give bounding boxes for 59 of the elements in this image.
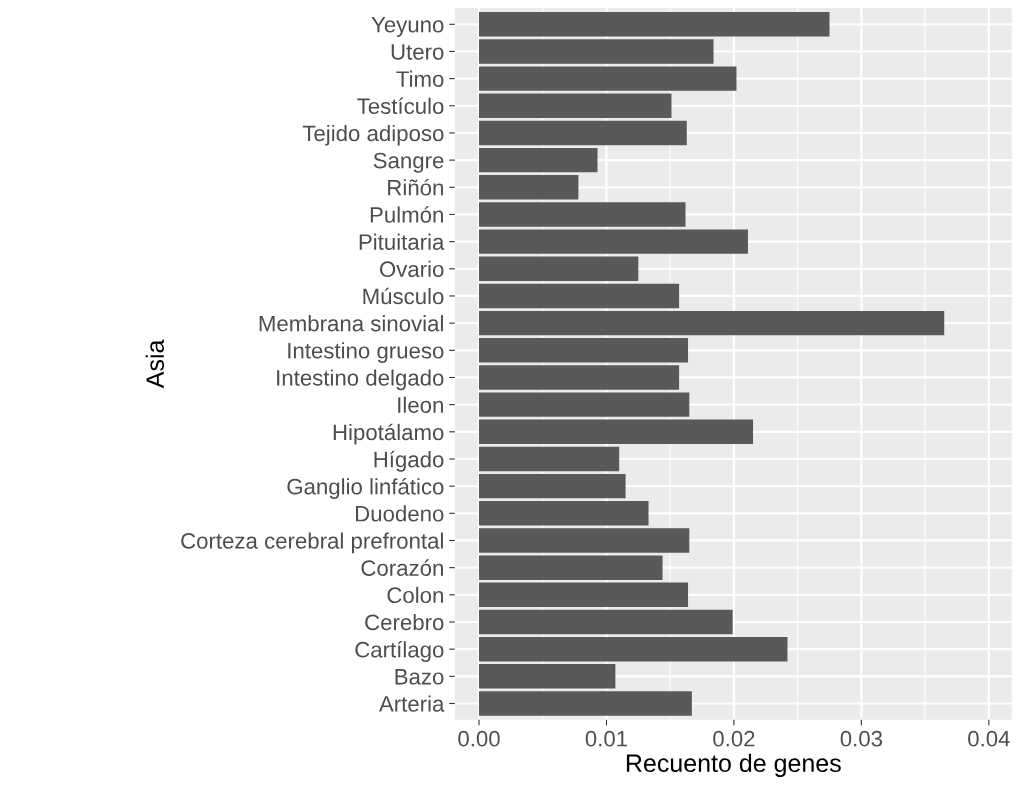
bar	[479, 283, 680, 309]
y-tick-label: Timo	[396, 70, 444, 87]
y-axis-title: Asia	[145, 339, 165, 389]
y-tick-label: Pulmón	[370, 206, 443, 223]
bar	[479, 12, 830, 37]
x-axis-title: Recuento de genes	[626, 753, 841, 778]
bar	[479, 419, 754, 445]
bar	[479, 338, 689, 363]
bar	[479, 365, 680, 390]
x-tick-label: 0.04	[968, 730, 1010, 747]
bar	[479, 636, 788, 662]
x-tick-label: 0.00	[458, 730, 500, 747]
y-tick-label: Sangre	[373, 152, 444, 173]
bar	[479, 392, 690, 417]
bar	[479, 93, 672, 119]
y-tick-label: Cerebro	[365, 613, 444, 631]
y-tick-label: Hipotálamo	[333, 423, 444, 445]
bar	[479, 202, 686, 227]
bar	[479, 310, 945, 336]
bar	[479, 446, 620, 472]
y-tick-label: Utero	[391, 44, 444, 60]
x-tick-label: 0.03	[840, 730, 883, 747]
y-tick-label: Intestino grueso	[288, 342, 444, 363]
y-tick-label: Ganglio linfático	[287, 477, 444, 499]
y-tick-label: Músculo	[363, 287, 444, 305]
y-tick-label: Ileon	[398, 396, 443, 413]
bar	[479, 229, 748, 254]
y-tick-label: Corazón	[361, 559, 443, 576]
y-tick-label: Corteza cerebral prefrontal	[181, 532, 443, 554]
bar	[479, 147, 598, 173]
y-tick-label: Membrana sinovial	[259, 315, 443, 332]
y-tick-label: Riñón	[388, 178, 443, 196]
bar	[479, 555, 663, 580]
y-tick-label: Colon	[387, 586, 443, 604]
bar	[479, 473, 626, 499]
y-tick-label: Hígado	[374, 450, 444, 472]
bar	[479, 256, 639, 282]
bar	[479, 582, 689, 608]
y-tick-label: Arteria	[378, 695, 445, 712]
bar	[479, 66, 737, 91]
y-tick-label: Pituitaria	[359, 233, 445, 250]
bar	[479, 39, 714, 64]
bar	[479, 664, 616, 689]
y-tick-label: Tejido adiposo	[302, 124, 444, 146]
y-tick-label: Duodeno	[356, 505, 444, 522]
bar	[479, 175, 579, 200]
y-tick-label: Cartílago	[355, 640, 444, 662]
bar	[479, 528, 690, 553]
y-tick-label: Bazo	[395, 669, 444, 685]
y-tick-label: Ovario	[379, 260, 444, 278]
y-tick-label: Testículo	[357, 97, 444, 115]
bar	[479, 501, 649, 526]
y-tick-label: Yeyuno	[371, 17, 444, 37]
bar	[479, 691, 692, 716]
x-tick-label: 0.01	[585, 730, 628, 747]
x-tick-label: 0.02	[713, 730, 755, 747]
bar	[479, 120, 687, 146]
y-tick-label: Intestino delgado	[277, 369, 444, 391]
bar	[479, 609, 733, 635]
